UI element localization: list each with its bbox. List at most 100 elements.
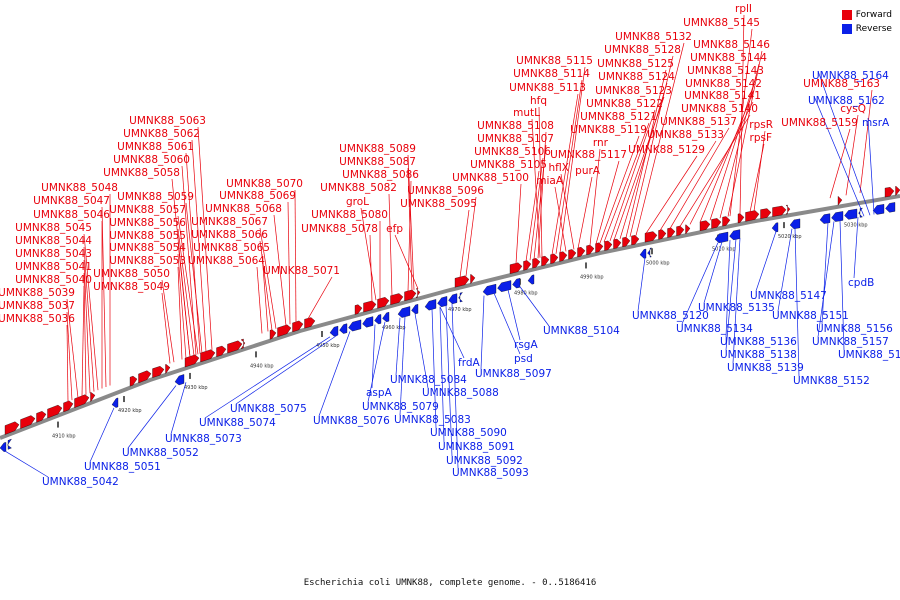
- reverse-gene-label: UMNK88_5147: [750, 290, 827, 302]
- reverse-gene: [174, 374, 185, 386]
- reverse-gene-label: UMNK88_5164: [812, 70, 889, 82]
- reverse-gene: [448, 293, 458, 304]
- gene-labels: UMNK88_5036UMNK88_5037UMNK88_5039UMNK88_…: [0, 3, 900, 488]
- forward-leader-line: [83, 259, 91, 394]
- forward-leader-line: [273, 214, 287, 326]
- forward-gene: [711, 218, 722, 229]
- forward-leader-line: [177, 253, 187, 359]
- forward-gene-label: UMNK88_5046: [33, 209, 110, 221]
- forward-gene-label: UMNK88_5145: [683, 17, 760, 29]
- forward-gene-label: UMNK88_5049: [93, 281, 170, 293]
- forward-gene: [47, 404, 63, 419]
- forward-gene-label: cysQ: [840, 103, 866, 115]
- forward-leader-line: [845, 114, 859, 196]
- forward-gene: [152, 366, 165, 378]
- forward-gene: [895, 186, 900, 196]
- forward-leader-line: [659, 140, 717, 231]
- reverse-gene: [729, 229, 741, 241]
- forward-leader-line: [829, 128, 851, 199]
- forward-gene-label: UMNK88_5059: [117, 191, 194, 203]
- reverse-gene-label: UMNK88_5151: [772, 310, 849, 322]
- reverse-gene-label: UMNK88_5075: [230, 403, 307, 415]
- reverse-gene: [858, 207, 863, 218]
- forward-leader-line: [394, 234, 419, 289]
- forward-leader-line: [635, 42, 685, 236]
- forward-gene: [613, 238, 622, 249]
- axis-tick-label: 4950 kbp: [316, 343, 340, 349]
- forward-gene-label: UMNK88_5070: [226, 178, 303, 190]
- gene-features: [0, 186, 900, 452]
- forward-gene-label: rpsF: [750, 132, 773, 144]
- reverse-gene-label: UMNK88_5091: [438, 441, 515, 453]
- forward-gene-label: UMNK88_5117: [550, 149, 627, 161]
- forward-gene: [129, 375, 138, 387]
- reverse-gene-label: UMNK88_5093: [452, 467, 529, 479]
- reverse-gene: [339, 323, 348, 334]
- forward-gene-label: UMNK88_5065: [193, 242, 270, 254]
- reverse-gene: [374, 314, 382, 325]
- forward-leader-line: [407, 154, 415, 290]
- reverse-gene-label: UMNK88_5162: [808, 95, 885, 107]
- forward-gene-label: UMNK88_5053: [109, 255, 186, 267]
- forward-gene: [772, 205, 787, 217]
- axis-tick-label: 4960 kbp: [382, 325, 406, 331]
- forward-gene-label: UMNK88_5071: [263, 265, 340, 277]
- forward-gene-label: purA: [575, 165, 601, 177]
- reverse-leader-line: [839, 220, 845, 351]
- forward-leader-line: [645, 155, 698, 234]
- forward-leader-line: [83, 233, 99, 391]
- forward-gene: [837, 195, 843, 206]
- forward-leader-line: [66, 324, 69, 402]
- forward-gene-label: UMNK88_5107: [477, 133, 554, 145]
- reverse-gene-label: cpdB: [848, 277, 874, 289]
- forward-gene: [722, 216, 731, 227]
- reverse-gene-label: UMNK88_5157: [812, 336, 889, 348]
- forward-gene: [595, 242, 604, 253]
- forward-leader-line: [66, 298, 79, 398]
- reverse-gene: [771, 222, 779, 233]
- forward-leader-line: [66, 311, 73, 401]
- forward-leader-line: [531, 118, 541, 258]
- forward-gene-label: UMNK88_5105: [470, 159, 547, 171]
- reverse-gene-label: UMNK88_5152: [793, 375, 870, 387]
- forward-leader-line: [177, 215, 199, 355]
- forward-gene-label: UMNK88_5089: [339, 143, 416, 155]
- axis-tick-label: 5020 kbp: [778, 234, 802, 240]
- forward-gene: [216, 345, 227, 357]
- forward-gene-label: UMNK88_5095: [400, 198, 477, 210]
- forward-gene: [577, 247, 586, 258]
- forward-gene-label: UMNK88_5124: [598, 71, 675, 83]
- reverse-gene: [397, 306, 411, 318]
- legend-reverse-label: Reverse: [855, 24, 892, 34]
- reverse-leader-line: [127, 385, 177, 449]
- forward-gene: [470, 274, 476, 284]
- forward-leader-line: [181, 165, 197, 355]
- forward-leader-line: [753, 130, 766, 212]
- reverse-leader-line: [732, 238, 741, 364]
- backbone-line: [0, 194, 900, 440]
- forward-leader-line: [537, 131, 547, 259]
- forward-leader-line: [559, 66, 586, 253]
- forward-gene-label: UMNK88_5058: [103, 167, 180, 179]
- forward-gene: [4, 421, 20, 435]
- reverse-gene-label: UMNK88_5052: [122, 447, 199, 459]
- forward-gene: [532, 258, 541, 269]
- forward-gene-label: groL: [346, 196, 369, 208]
- forward-gene-label: UMNK88_5133: [647, 129, 724, 141]
- axis-tick-label: 4930 kbp: [184, 385, 208, 391]
- reverse-gene-label: UMNK88_5074: [199, 417, 276, 429]
- reverse-leader-line: [755, 231, 777, 292]
- forward-gene: [292, 320, 304, 333]
- forward-gene-label: rpsR: [749, 119, 773, 131]
- forward-gene-label: UMNK88_5039: [0, 287, 75, 299]
- forward-gene: [20, 415, 36, 429]
- reverse-leader-line: [480, 295, 485, 370]
- forward-gene-label: UMNK88_5096: [407, 185, 484, 197]
- reverse-gene-label: aspA: [366, 387, 393, 399]
- forward-gene-label: UMNK88_5078: [301, 223, 378, 235]
- forward-gene: [586, 244, 595, 256]
- reverse-gene: [111, 397, 119, 408]
- reverse-gene-label: UMNK88_5083: [394, 414, 471, 426]
- reverse-leader-line: [725, 240, 731, 338]
- reverse-gene: [7, 438, 12, 450]
